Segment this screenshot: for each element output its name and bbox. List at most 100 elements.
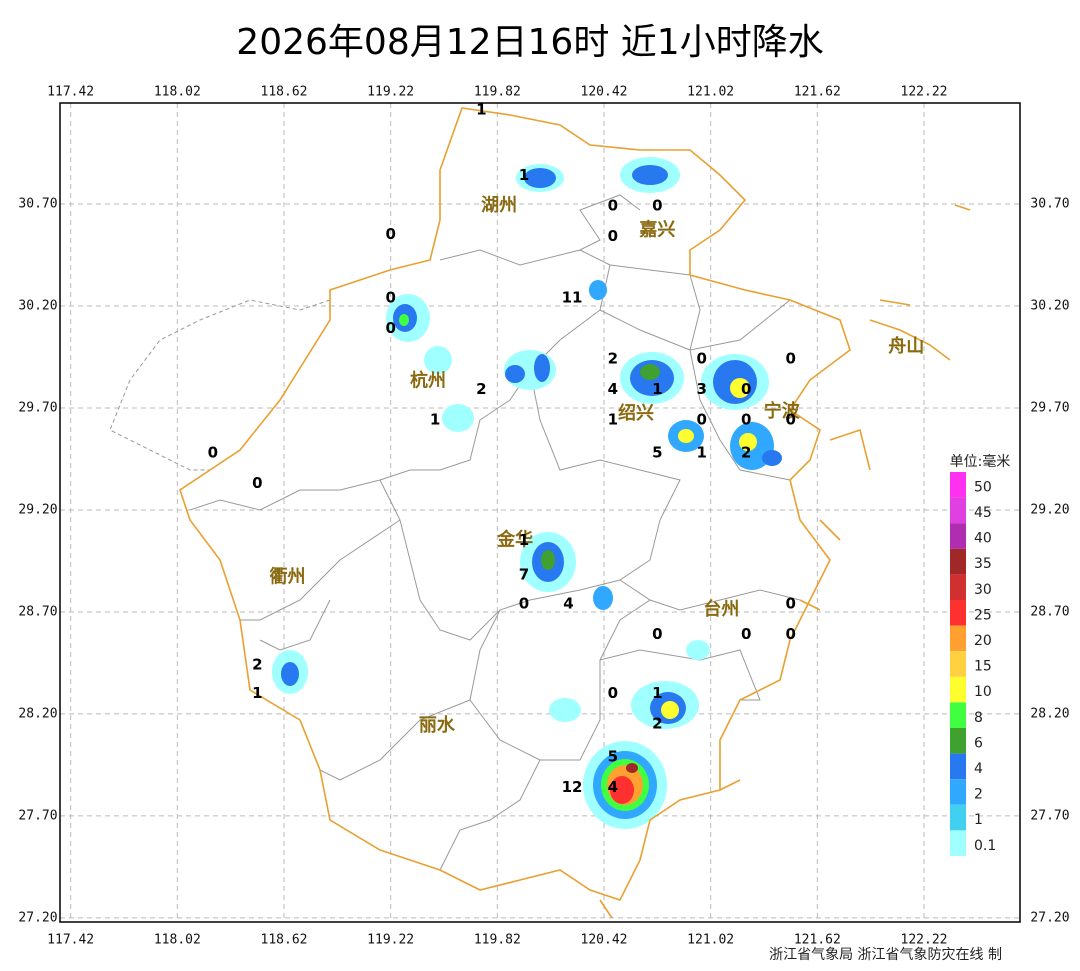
city-label: 绍兴 bbox=[618, 402, 654, 424]
city-label: 台州 bbox=[703, 598, 739, 620]
map-title: 2026年08月12日16时 近1小时降水 bbox=[236, 22, 823, 63]
x-tick-label: 119.82 bbox=[474, 85, 521, 100]
y-tick-label: 27.70 bbox=[18, 808, 57, 823]
station-value: 2 bbox=[252, 655, 262, 673]
x-tick-label: 119.22 bbox=[367, 85, 414, 100]
station-value: 0 bbox=[208, 443, 218, 461]
y-tick-label: 27.70 bbox=[1030, 808, 1069, 823]
y-tick-label: 28.70 bbox=[18, 604, 57, 619]
station-value: 0 bbox=[608, 197, 618, 215]
city-label: 金华 bbox=[496, 529, 533, 551]
station-value: 1 bbox=[652, 380, 662, 398]
y-tick-label: 28.20 bbox=[18, 706, 57, 721]
legend-label: 25 bbox=[974, 607, 992, 623]
legend-swatch bbox=[950, 472, 966, 498]
y-tick-label: 29.20 bbox=[18, 502, 57, 517]
station-value: 0 bbox=[785, 350, 795, 368]
y-tick-label: 28.70 bbox=[1030, 604, 1069, 619]
station-value: 0 bbox=[741, 411, 751, 429]
x-tick-label: 120.42 bbox=[581, 933, 628, 948]
legend-swatch bbox=[950, 651, 966, 677]
credit: 浙江省气象局 浙江省气象防灾在线 制 bbox=[769, 946, 1002, 963]
city-label: 舟山 bbox=[888, 335, 924, 357]
station-value: 2 bbox=[476, 380, 486, 398]
legend-swatch bbox=[950, 523, 966, 549]
station-value: 1 bbox=[608, 411, 618, 429]
x-tick-label: 117.42 bbox=[47, 933, 94, 948]
x-tick-label: 117.42 bbox=[47, 85, 94, 100]
station-value: 5 bbox=[608, 747, 618, 765]
legend-swatch bbox=[950, 830, 966, 856]
rain-areas bbox=[272, 157, 782, 829]
legend-swatch bbox=[950, 804, 966, 831]
x-tick-label: 118.62 bbox=[261, 933, 308, 948]
y-tick-label: 30.70 bbox=[1030, 196, 1069, 211]
station-value: 1 bbox=[519, 166, 529, 184]
station-value: 0 bbox=[608, 684, 618, 702]
station-value: 11 bbox=[562, 288, 583, 306]
legend-label: 45 bbox=[974, 505, 992, 521]
station-value: 1 bbox=[252, 684, 262, 702]
legend-swatch bbox=[950, 753, 966, 780]
legend-swatch bbox=[950, 779, 966, 805]
legend-label: 35 bbox=[974, 556, 992, 572]
legend-swatch bbox=[950, 497, 966, 524]
x-tick-label: 118.62 bbox=[261, 85, 308, 100]
y-tick-label: 29.20 bbox=[1030, 502, 1069, 517]
station-value: 1 bbox=[697, 443, 707, 461]
legend-label: 15 bbox=[974, 659, 992, 675]
station-value: 7 bbox=[519, 566, 529, 584]
station-value: 1 bbox=[430, 411, 440, 429]
station-value: 0 bbox=[385, 225, 395, 243]
map-frame bbox=[59, 102, 1021, 923]
y-tick-label: 27.20 bbox=[1030, 910, 1069, 925]
legend-label: 20 bbox=[974, 633, 992, 649]
station-value: 5 bbox=[652, 443, 662, 461]
station-value: 4 bbox=[563, 594, 573, 612]
legend-label: 6 bbox=[974, 735, 983, 751]
legend-label: 30 bbox=[974, 582, 992, 598]
legend-swatch bbox=[950, 548, 966, 575]
legend-label: 2 bbox=[974, 787, 983, 803]
legend-swatch bbox=[950, 728, 966, 754]
y-tick-label: 30.20 bbox=[1030, 298, 1069, 313]
legend-swatch bbox=[950, 625, 966, 652]
station-value: 0 bbox=[697, 350, 707, 368]
station-value: 0 bbox=[785, 594, 795, 612]
city-label: 湖州 bbox=[481, 195, 517, 216]
x-tick-label: 121.02 bbox=[687, 933, 734, 948]
station-value: 0 bbox=[741, 625, 751, 643]
x-tick-label: 119.82 bbox=[474, 933, 521, 948]
grid bbox=[60, 103, 1020, 922]
y-tick-label: 27.20 bbox=[18, 910, 57, 925]
station-value: 2 bbox=[652, 715, 662, 733]
legend-label: 4 bbox=[974, 761, 983, 777]
station-value: 0 bbox=[785, 411, 795, 429]
city-label: 嘉兴 bbox=[638, 219, 675, 240]
x-tick-label: 122.22 bbox=[901, 85, 948, 100]
station-value: 0 bbox=[785, 625, 795, 643]
legend-label: 8 bbox=[974, 710, 983, 726]
city-label: 丽水 bbox=[419, 714, 456, 736]
coastline bbox=[179, 107, 971, 919]
station-value: 2 bbox=[741, 443, 751, 461]
station-value: 0 bbox=[652, 197, 662, 215]
station-value: 1 bbox=[652, 684, 662, 702]
station-value: 0 bbox=[741, 380, 751, 398]
legend-label: 1 bbox=[974, 812, 983, 828]
legend: 单位:毫米 50 45 40 35 30 25 20 15 10 8 6 4 2 1 0.1 bbox=[950, 453, 1010, 856]
legend-swatch bbox=[950, 702, 966, 728]
city-label: 杭州 bbox=[410, 369, 446, 391]
station-value: 1 bbox=[476, 101, 486, 119]
station-value: 0 bbox=[697, 411, 707, 429]
station-value: 3 bbox=[697, 380, 707, 398]
x-tick-label: 120.42 bbox=[581, 85, 628, 100]
station-value: 0 bbox=[252, 474, 262, 492]
y-tick-label: 28.20 bbox=[1030, 706, 1069, 721]
legend-label: 10 bbox=[974, 684, 992, 700]
y-tick-label: 30.20 bbox=[18, 298, 57, 313]
legend-label: 50 bbox=[974, 479, 992, 495]
x-tick-label: 118.02 bbox=[154, 85, 201, 100]
